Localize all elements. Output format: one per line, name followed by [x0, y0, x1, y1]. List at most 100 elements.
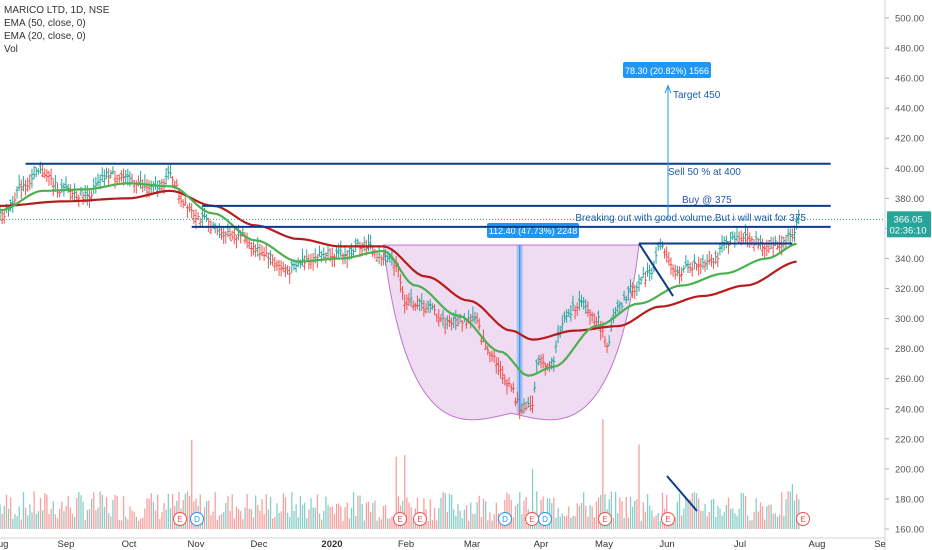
volume-bar — [1, 513, 3, 529]
volume-bar — [783, 515, 785, 529]
legend-ema20[interactable]: EMA (20, close, 0) — [4, 31, 86, 42]
volume-bar — [472, 513, 474, 529]
volume-bar — [248, 508, 250, 529]
volume-bar — [457, 503, 459, 529]
volume-bar — [427, 520, 429, 529]
volume-bar — [97, 507, 99, 529]
earnings-marker — [393, 512, 407, 526]
volume-bar — [755, 498, 757, 529]
volume-bar — [184, 493, 187, 529]
volume-bar — [355, 515, 357, 529]
y-tick-label: 160.00 — [895, 525, 924, 536]
volume-bar — [210, 514, 212, 529]
volume-bar — [772, 513, 774, 529]
volume-bar — [18, 506, 20, 529]
volume-bar — [171, 494, 174, 529]
volume-bar — [683, 508, 685, 529]
volume-bar — [12, 518, 14, 529]
volume-bar — [602, 419, 604, 529]
volume-bar — [747, 515, 749, 529]
volume-bar — [578, 505, 581, 529]
volume-bar — [729, 508, 732, 529]
volume-bar — [791, 484, 794, 529]
volume-bar — [787, 491, 789, 529]
volume-bar — [308, 509, 310, 529]
volume-bar — [482, 498, 485, 529]
volume-bar — [655, 515, 657, 529]
chart-annotation: Breaking out with good volume.But i will… — [575, 213, 806, 224]
volume-bar — [206, 501, 208, 529]
volume-bar — [796, 494, 798, 529]
earnings-marker — [796, 512, 810, 526]
volume-bar — [63, 511, 65, 529]
volume-bar — [114, 494, 116, 529]
volume-bar — [681, 515, 683, 529]
volume-bar — [676, 501, 679, 529]
volume-bar — [395, 456, 397, 529]
volume-bar — [717, 505, 719, 529]
volume-bar — [563, 516, 566, 529]
volume-bar — [446, 511, 448, 529]
volume-bar — [340, 506, 342, 529]
volume-bar — [778, 514, 781, 529]
volume-bar — [704, 503, 706, 529]
volume-bar — [625, 497, 627, 529]
marker-letter: D — [502, 515, 508, 524]
volume-bar — [715, 516, 717, 529]
volume-bar — [753, 512, 755, 529]
volume-bar — [154, 510, 157, 529]
volume-bar — [634, 500, 636, 529]
legend-volume[interactable]: Vol — [4, 44, 18, 55]
legend-ema50[interactable]: EMA (50, close, 0) — [4, 18, 86, 29]
volume-bar — [384, 505, 387, 529]
volume-bar — [651, 510, 653, 529]
volume-bar — [225, 503, 227, 529]
volume-bar — [448, 493, 451, 529]
volume-bar — [474, 513, 476, 529]
volume-bar — [335, 503, 338, 529]
volume-bar — [591, 506, 593, 529]
volume-bar — [723, 512, 725, 529]
volume-bar — [86, 510, 89, 529]
volume-bar — [208, 500, 210, 529]
volume-bar — [649, 505, 651, 529]
volume-bar — [0, 504, 1, 529]
volume-bar — [316, 494, 319, 529]
volume-bar — [557, 507, 559, 529]
volume-bar — [463, 509, 466, 529]
volume-bar — [725, 504, 728, 529]
earnings-marker — [661, 512, 675, 526]
legend: MARICO LTD, 1D, NSE EMA (50, close, 0) E… — [4, 4, 109, 56]
bar-countdown: 02:36:10 — [890, 225, 927, 236]
volume-bar — [585, 505, 587, 529]
y-tick-label: 180.00 — [895, 494, 924, 505]
volume-bar — [286, 512, 289, 529]
legend-symbol[interactable]: MARICO LTD, 1D, NSE — [4, 5, 110, 16]
volume-bar — [152, 501, 155, 529]
trendline — [638, 242, 674, 297]
volume-bar — [691, 493, 693, 529]
volume-bar — [159, 518, 161, 529]
volume-bar — [568, 506, 570, 529]
volume-bar — [646, 493, 649, 529]
volume-bar — [246, 493, 248, 529]
volume-bar — [489, 512, 491, 529]
volume-bar — [363, 520, 365, 529]
volume-bar — [7, 508, 10, 529]
volume-bar — [88, 509, 91, 529]
volume-bar — [576, 503, 578, 529]
volume-bar — [227, 496, 229, 529]
volume-bar — [240, 511, 242, 529]
volume-bar — [706, 516, 708, 529]
volume-bar — [344, 507, 346, 529]
volume-bar — [781, 492, 783, 529]
volume-bar — [342, 520, 344, 529]
volume-bar — [73, 517, 76, 529]
volume-bar — [768, 504, 770, 529]
earnings-marker — [173, 512, 187, 526]
marker-letter: E — [417, 515, 422, 524]
volume-bar — [50, 508, 52, 529]
x-tick-label: May — [595, 539, 613, 550]
volume-bar — [69, 507, 71, 529]
